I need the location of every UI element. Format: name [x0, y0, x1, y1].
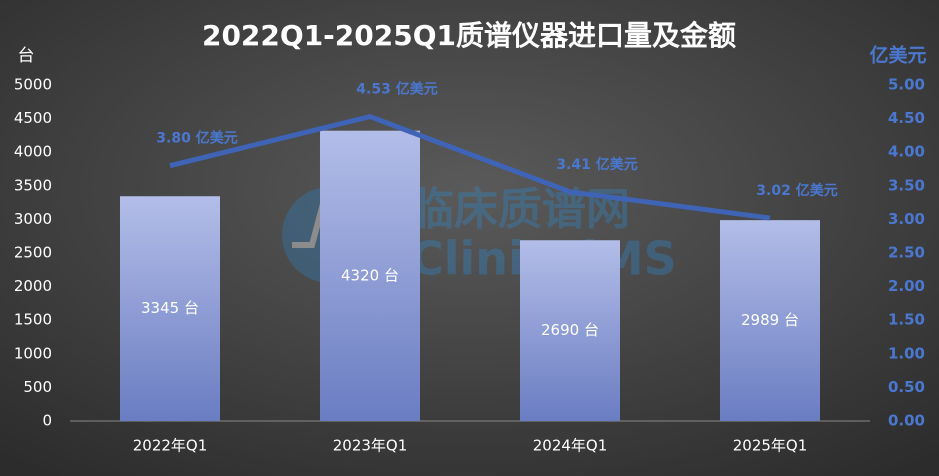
- y-tick-label: 500: [23, 378, 52, 396]
- bar-label: 2989 台: [741, 311, 799, 329]
- y2-tick-label: 0.50: [888, 378, 925, 396]
- y2-tick-label: 1.50: [888, 311, 925, 329]
- y2-tick-label: 2.00: [888, 277, 925, 295]
- y-tick-label: 3500: [14, 176, 52, 194]
- x-tick-label: 2024年Q1: [533, 437, 608, 455]
- y-tick-label: 5000: [14, 76, 52, 94]
- line-label: 3.80 亿美元: [156, 130, 237, 147]
- line-label: 4.53 亿美元: [356, 81, 437, 98]
- y2-tick-label: 1.00: [888, 344, 925, 362]
- y-tick-label: 0: [42, 412, 52, 430]
- bar-label: 2690 台: [541, 321, 599, 339]
- y2-tick-label: 3.00: [888, 210, 925, 228]
- chart-title: 2022Q1-2025Q1质谱仪器进口量及金额: [202, 19, 736, 52]
- bar-label: 4320 台: [341, 266, 399, 284]
- y2-tick-label: 5.00: [888, 76, 925, 94]
- y-tick-label: 1500: [14, 311, 52, 329]
- y2-tick-label: 3.50: [888, 176, 925, 194]
- line: [169, 114, 771, 221]
- line-label: 3.41 亿美元: [556, 156, 637, 173]
- y2-tick-label: 4.00: [888, 143, 925, 161]
- y-tick-label: 2000: [14, 277, 52, 295]
- y-tick-label: 4500: [14, 109, 52, 127]
- y-tick-label: 3000: [14, 210, 52, 228]
- bar: [720, 220, 820, 421]
- bar: [520, 240, 620, 421]
- y-tick-label: 2500: [14, 244, 52, 262]
- y-tick-label: 4000: [14, 143, 52, 161]
- y2-axis-title: 亿美元: [869, 44, 926, 67]
- x-tick-label: 2025年Q1: [733, 437, 808, 455]
- y2-tick-label: 2.50: [888, 244, 925, 262]
- watermark-text: 临床质谱网: [410, 184, 630, 235]
- y2-tick-label: 4.50: [888, 109, 925, 127]
- line-label: 3.02 亿美元: [756, 182, 837, 199]
- x-tick-label: 2023年Q1: [333, 437, 408, 455]
- y-axis-title: 台: [18, 46, 35, 66]
- y-tick-label: 1000: [14, 344, 52, 362]
- y2-tick-label: 0.00: [888, 412, 925, 430]
- bar: [120, 196, 220, 421]
- bar: [320, 130, 420, 422]
- x-tick-label: 2022年Q1: [133, 437, 208, 455]
- bar-label: 3345 台: [141, 299, 199, 317]
